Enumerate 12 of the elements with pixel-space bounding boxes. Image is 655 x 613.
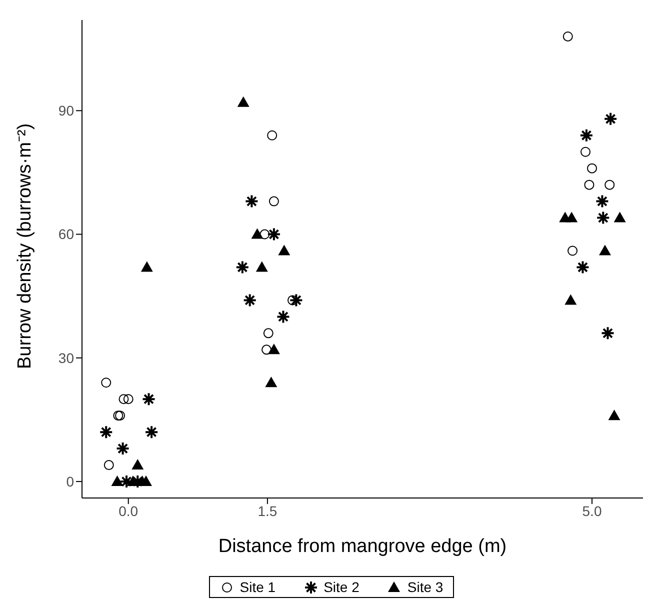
legend-label: Site 3 xyxy=(407,579,444,595)
x-tick-label: 5.0 xyxy=(582,502,602,519)
x-tick-label: 1.5 xyxy=(258,502,278,519)
y-axis-title: Burrow density (burrows·m⁻²) xyxy=(14,123,36,369)
y-tick-label: 0 xyxy=(66,473,74,490)
y-tick-label: 30 xyxy=(58,350,74,366)
x-axis-title: Distance from mangrove edge (m) xyxy=(218,536,507,557)
y-tick-label: 90 xyxy=(58,102,74,119)
y-tick-label: 60 xyxy=(58,226,74,242)
x-tick-label: 0.0 xyxy=(118,502,138,519)
legend-label: Site 2 xyxy=(324,579,360,595)
legend-label: Site 1 xyxy=(240,579,276,595)
